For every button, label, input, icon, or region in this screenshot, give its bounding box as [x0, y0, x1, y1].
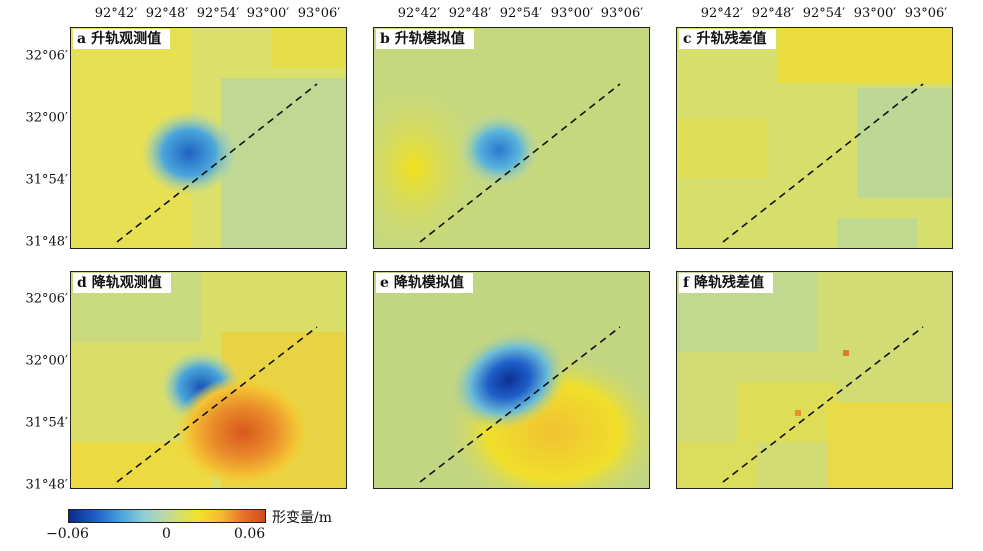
fault-line: [419, 326, 621, 483]
lat-tick: 31°54′: [25, 415, 68, 431]
lon-tick: 92°42′: [397, 6, 441, 21]
lon-tick: 92°48′: [448, 6, 492, 21]
lat-tick: 32°06′: [25, 48, 68, 64]
colorbar-unit-label: 形变量/m: [272, 510, 332, 526]
lon-tick: 92°42′: [94, 6, 138, 21]
panel-label-b: b 升轨模拟值: [376, 29, 474, 49]
fault-line: [116, 326, 318, 483]
lon-tick: 93°00′: [246, 6, 290, 21]
deformation-field-b: [374, 28, 649, 248]
lat-tick: 32°00′: [25, 353, 68, 369]
lat-tick: 31°48′: [25, 234, 68, 250]
map-panel-a: a 升轨观测值: [70, 27, 347, 249]
panel-label-a: a 升轨观测值: [73, 29, 171, 49]
lon-tick: 92°54′: [802, 6, 846, 21]
colorbar-mid-label: 0: [162, 526, 171, 542]
lon-tick: 93°06′: [297, 6, 341, 21]
fault-line: [116, 83, 318, 243]
deformation-field-c: [677, 28, 952, 248]
fault-line: [419, 83, 621, 243]
lon-tick: 93°00′: [853, 6, 897, 21]
deformation-field-e: [374, 272, 649, 488]
lat-tick: 32°06′: [25, 291, 68, 307]
lat-tick: 31°54′: [25, 172, 68, 188]
panel-label-c: c 升轨残差值: [679, 29, 776, 49]
lon-tick: 92°54′: [196, 6, 240, 21]
deformation-field-f: [677, 272, 952, 488]
fault-line: [722, 83, 924, 243]
deformation-field-d: [71, 272, 346, 488]
panel-label-e: e 降轨模拟值: [376, 273, 473, 293]
map-panel-e: e 降轨模拟值: [373, 271, 650, 489]
lat-tick: 31°48′: [25, 477, 68, 493]
panel-label-f: f 降轨残差值: [679, 273, 774, 293]
map-panel-c: c 升轨残差值: [676, 27, 953, 249]
panel-label-d: d 降轨观测值: [73, 273, 171, 293]
colorbar-max-label: 0.06: [234, 526, 266, 542]
map-panel-f: f 降轨残差值: [676, 271, 953, 489]
lon-tick: 92°42′: [700, 6, 744, 21]
lon-tick: 93°06′: [600, 6, 644, 21]
deformation-field-a: [71, 28, 346, 248]
lon-tick: 93°06′: [904, 6, 948, 21]
map-panel-b: b 升轨模拟值: [373, 27, 650, 249]
lon-tick: 92°48′: [145, 6, 189, 21]
lat-tick: 32°00′: [25, 110, 68, 126]
colorbar-min-label: −0.06: [46, 526, 89, 542]
lon-tick: 93°00′: [550, 6, 594, 21]
fault-line: [722, 326, 924, 483]
colorbar: [68, 509, 266, 523]
lon-tick: 92°48′: [751, 6, 795, 21]
lon-tick: 92°54′: [499, 6, 543, 21]
map-panel-d: d 降轨观测值: [70, 271, 347, 489]
